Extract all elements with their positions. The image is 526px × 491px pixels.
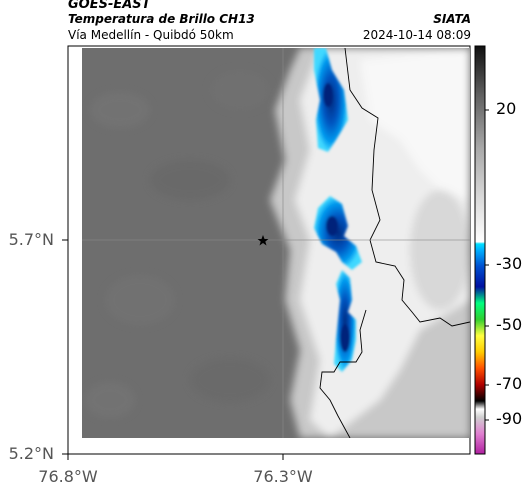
lat-label-5-7: 5.7°N	[8, 230, 54, 249]
colorbar-label-20: 20	[496, 99, 517, 118]
colorbar-label-minus90: -90	[496, 409, 523, 428]
colorbar-label-minus70: -70	[496, 374, 523, 393]
product-title: Temperatura de Brillo CH13	[68, 12, 255, 26]
region-subtitle: Vía Medellín - Quibdó 50km	[68, 28, 234, 42]
star-icon	[257, 235, 269, 246]
satellite-image	[82, 48, 470, 438]
datetime-label: 2024-10-14 08:09	[362, 28, 471, 42]
colorbar	[474, 45, 489, 455]
colorbar-label-minus50: -50	[496, 315, 523, 334]
lon-label-76-3: 76.3°W	[253, 467, 313, 486]
colorbar-label-minus30: -30	[496, 254, 523, 273]
lon-label-76-8: 76.8°W	[38, 467, 98, 486]
source-label: SIATA	[433, 12, 471, 26]
satellite-title: GOES-EAST	[68, 0, 151, 12]
lat-label-5-2: 5.2°N	[8, 444, 54, 463]
